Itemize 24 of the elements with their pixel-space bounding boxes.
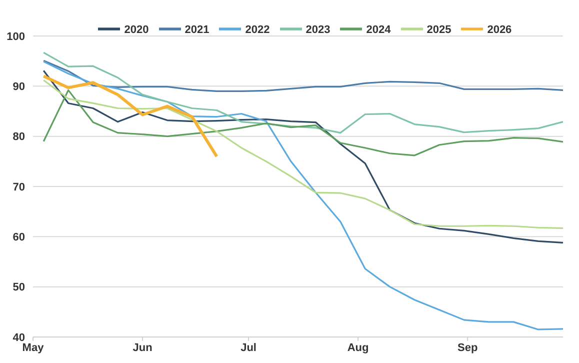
y-tick-label: 90 xyxy=(12,81,25,94)
y-tick-label: 60 xyxy=(12,232,25,244)
legend-label: 2025 xyxy=(426,24,452,36)
y-tick-label: 70 xyxy=(12,181,25,194)
x-tick-label: Jul xyxy=(240,342,256,354)
y-tick-label: 100 xyxy=(6,30,25,43)
y-tick-label: 50 xyxy=(12,282,25,294)
legend-label: 2023 xyxy=(306,24,330,36)
line-series xyxy=(42,74,218,158)
x-tick-label: May xyxy=(22,342,45,354)
legend-label: 2024 xyxy=(366,24,391,36)
x-tick-label: Aug xyxy=(347,342,369,354)
line-series xyxy=(42,89,563,156)
x-tick-label: Jun xyxy=(132,342,153,354)
y-tick-label: 40 xyxy=(12,332,25,344)
legend-label: 2021 xyxy=(184,24,210,36)
legend-label: 2022 xyxy=(245,24,270,36)
legend-label: 2020 xyxy=(124,24,149,36)
legend-label: 2026 xyxy=(487,24,512,36)
x-tick-label: Sep xyxy=(458,342,478,354)
y-tick-label: 80 xyxy=(12,131,25,144)
line-series xyxy=(42,52,563,134)
line-series xyxy=(42,60,563,330)
line-series xyxy=(42,60,563,92)
